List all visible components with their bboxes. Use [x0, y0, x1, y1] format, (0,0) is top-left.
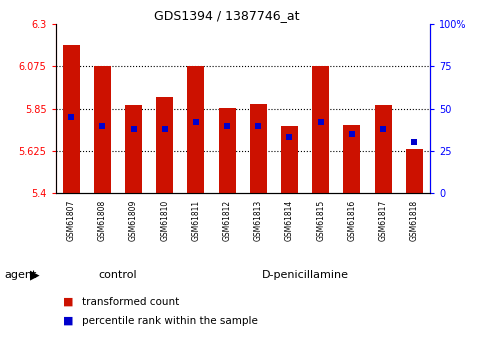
Text: GDS1394 / 1387746_at: GDS1394 / 1387746_at — [154, 9, 300, 22]
Text: agent: agent — [5, 270, 37, 280]
Text: control: control — [99, 270, 137, 280]
Bar — [218, 108, 236, 193]
Bar — [187, 66, 204, 193]
Text: GSM61815: GSM61815 — [316, 200, 325, 241]
Text: D-penicillamine: D-penicillamine — [262, 270, 349, 280]
Bar — [250, 104, 267, 193]
Bar — [63, 45, 80, 193]
Text: GSM61812: GSM61812 — [223, 200, 232, 241]
Text: GSM61808: GSM61808 — [98, 200, 107, 241]
Text: GSM61807: GSM61807 — [67, 200, 76, 241]
Text: ■: ■ — [63, 316, 73, 326]
Text: transformed count: transformed count — [82, 297, 179, 307]
Text: GSM61813: GSM61813 — [254, 200, 263, 241]
Text: GSM61816: GSM61816 — [347, 200, 356, 241]
Bar — [156, 97, 173, 193]
Text: GSM61811: GSM61811 — [191, 200, 200, 241]
Text: percentile rank within the sample: percentile rank within the sample — [82, 316, 258, 326]
Text: GSM61814: GSM61814 — [285, 200, 294, 241]
Text: GSM61818: GSM61818 — [410, 200, 419, 241]
Bar — [312, 66, 329, 193]
Bar — [281, 126, 298, 193]
Bar — [125, 105, 142, 193]
Text: ■: ■ — [63, 297, 73, 307]
Text: GSM61810: GSM61810 — [160, 200, 169, 241]
Bar — [343, 125, 360, 193]
Bar — [406, 149, 423, 193]
Text: GSM61809: GSM61809 — [129, 200, 138, 241]
Text: ▶: ▶ — [30, 269, 40, 282]
Bar — [94, 66, 111, 193]
Bar — [374, 105, 392, 193]
Text: GSM61817: GSM61817 — [379, 200, 387, 241]
